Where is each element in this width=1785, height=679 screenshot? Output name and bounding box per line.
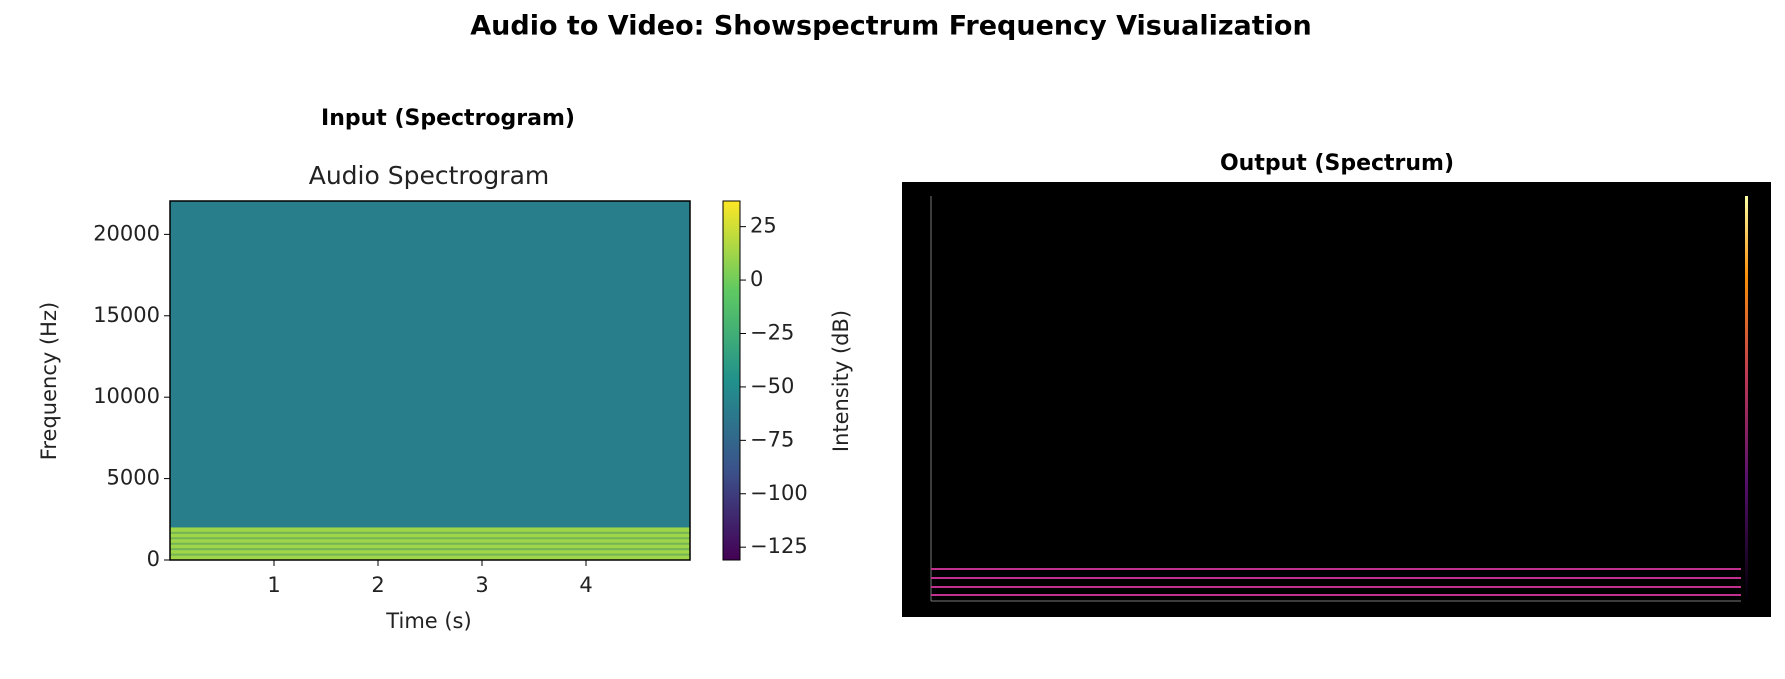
x-tick-label: 1 (267, 573, 280, 597)
y-tick-label: 5000 (107, 466, 160, 490)
panel-title: Input (Spectrogram) (321, 106, 575, 131)
colorbar-tick-label: 0 (750, 267, 763, 291)
y-tick-label: 0 (147, 547, 160, 571)
chart-title: Audio Spectrogram (309, 161, 550, 190)
x-axis-label: Time (s) (385, 609, 471, 633)
x-tick-label: 2 (371, 573, 384, 597)
spectrogram-band (170, 527, 690, 560)
colorbar-label: Intensity (dB) (829, 310, 853, 452)
colorbar-tick-label: 25 (750, 214, 777, 238)
figure-title: Audio to Video: Showspectrum Frequency V… (470, 11, 1311, 42)
x-tick-label: 4 (579, 573, 592, 597)
plot-frame (169, 200, 691, 561)
frame-colorbar (1745, 196, 1748, 601)
colorbar-tick-label: −25 (750, 320, 794, 344)
spectrum-lines (931, 568, 1741, 596)
y-tick-label: 15000 (93, 303, 160, 327)
panel-title: Output (Spectrum) (1220, 151, 1454, 176)
x-tick-label: 3 (475, 573, 488, 597)
video-frame (902, 182, 1771, 617)
colorbar-tick-label: −50 (750, 374, 794, 398)
y-tick-label: 10000 (93, 384, 160, 408)
spectrogram-background (170, 201, 690, 560)
spectrogram: 1 2 3 4 0 5000 10000 15000 20000 25 0 −25 −50 −75 −100… (93, 200, 808, 597)
colorbar-tick-label: −125 (750, 534, 808, 558)
y-axis-label: Frequency (Hz) (37, 302, 61, 460)
y-tick-label: 20000 (93, 221, 160, 245)
colorbar (722, 200, 741, 561)
colorbar-tick-label: −100 (750, 481, 808, 505)
output-image (902, 182, 1771, 617)
colorbar-tick-label: −75 (750, 427, 794, 451)
